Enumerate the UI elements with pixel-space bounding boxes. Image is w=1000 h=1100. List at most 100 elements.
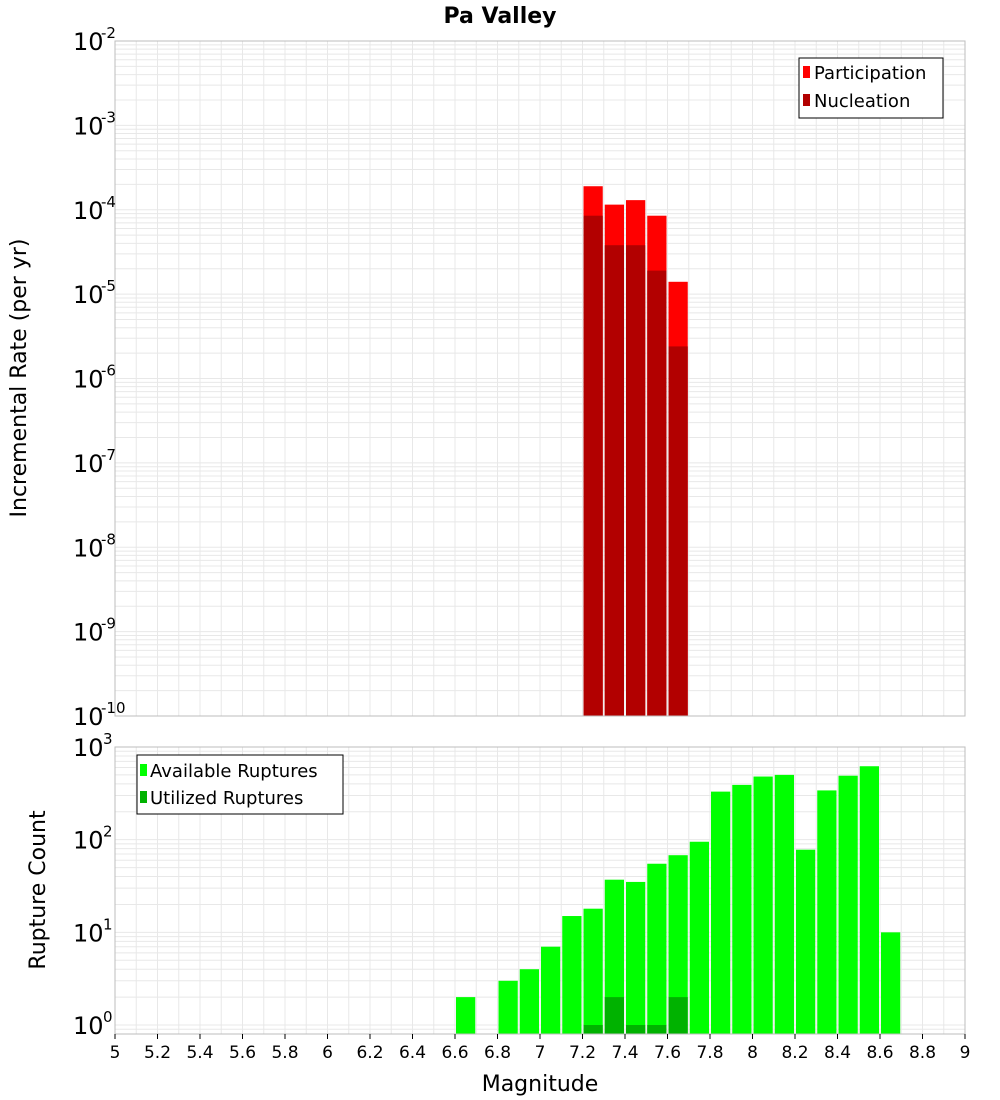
nucleation-bar bbox=[583, 215, 603, 717]
x-tick-label: 7 bbox=[535, 1043, 546, 1063]
bottom-y-tick-exponent: 1 bbox=[103, 915, 113, 933]
available-ruptures-bar bbox=[647, 863, 667, 1034]
available-ruptures-bar bbox=[774, 774, 794, 1034]
top-y-tick-base: 10 bbox=[73, 28, 104, 56]
bottom-y-tick-base: 10 bbox=[73, 734, 104, 762]
top-y-tick-labels: 10-210-310-410-510-610-710-810-910-10 bbox=[73, 24, 126, 731]
top-y-tick-base: 10 bbox=[73, 534, 104, 562]
x-tick-label: 8.6 bbox=[866, 1043, 893, 1063]
available-ruptures-bar bbox=[817, 790, 837, 1034]
x-tick-label: 7.6 bbox=[654, 1043, 681, 1063]
legend-swatch-nucleation bbox=[803, 94, 810, 106]
top-plot-frame bbox=[114, 40, 966, 717]
legend-swatch-participation bbox=[803, 66, 810, 78]
x-tick-label: 6.8 bbox=[484, 1043, 511, 1063]
bottom-legend: Available Ruptures Utilized Ruptures bbox=[136, 754, 344, 815]
available-ruptures-bar bbox=[796, 849, 816, 1034]
utilized-ruptures-bar bbox=[647, 1025, 667, 1034]
x-tick-label: 8 bbox=[747, 1043, 758, 1063]
x-tick-label: 8.4 bbox=[824, 1043, 851, 1063]
available-ruptures-bar bbox=[498, 980, 518, 1034]
nucleation-bar bbox=[647, 270, 667, 716]
top-legend: Participation Nucleation bbox=[798, 57, 944, 119]
legend-label-available: Available Ruptures bbox=[150, 761, 318, 782]
available-ruptures-bar bbox=[689, 841, 709, 1034]
top-y-tick-exponent: -7 bbox=[101, 446, 116, 464]
bottom-legend-box bbox=[136, 754, 344, 815]
available-ruptures-bar bbox=[859, 766, 879, 1034]
x-tick-labels: 5 5.2 5.4 5.6 5.8 6 6.2 6.4 6.6 6.8 7 7.2 7.4 7.6 7.8 8… bbox=[110, 1034, 971, 1063]
x-tick-label: 5 bbox=[110, 1043, 121, 1063]
available-ruptures-bar bbox=[668, 855, 688, 1034]
top-legend-box bbox=[798, 57, 944, 119]
x-tick-label: 5.4 bbox=[186, 1043, 213, 1063]
top-y-tick-exponent: -6 bbox=[101, 362, 116, 380]
x-tick-label: 6.2 bbox=[356, 1043, 383, 1063]
available-ruptures-bar bbox=[562, 916, 582, 1034]
x-tick-label: 7.4 bbox=[611, 1043, 638, 1063]
bottom-bars bbox=[456, 766, 901, 1034]
nucleation-bar bbox=[668, 346, 688, 716]
utilized-ruptures-bar bbox=[583, 1025, 603, 1034]
x-tick-label: 9 bbox=[960, 1043, 971, 1063]
legend-label-nucleation: Nucleation bbox=[814, 91, 910, 112]
top-y-tick-base: 10 bbox=[73, 281, 104, 309]
x-tick-label: 7.8 bbox=[696, 1043, 723, 1063]
top-y-axis-label: Incremental Rate (per yr) bbox=[7, 239, 32, 518]
x-tick-label: 6.6 bbox=[441, 1043, 468, 1063]
bottom-y-tick-exponent: 0 bbox=[103, 1008, 113, 1026]
legend-swatch-available bbox=[140, 764, 147, 776]
top-y-tick-base: 10 bbox=[73, 197, 104, 225]
utilized-ruptures-bar bbox=[626, 1025, 646, 1034]
top-y-tick-exponent: -5 bbox=[101, 277, 116, 295]
legend-swatch-utilized bbox=[140, 791, 147, 803]
top-y-tick-exponent: -3 bbox=[101, 108, 116, 126]
bottom-y-tick-exponent: 3 bbox=[103, 730, 113, 748]
available-ruptures-bar bbox=[732, 784, 752, 1034]
chart-title: Pa Valley bbox=[443, 4, 556, 29]
x-tick-label: 6.4 bbox=[399, 1043, 426, 1063]
x-tick-label: 5.2 bbox=[144, 1043, 171, 1063]
top-y-tick-exponent: -4 bbox=[101, 193, 116, 211]
top-y-tick-exponent: -8 bbox=[101, 530, 116, 548]
available-ruptures-bar bbox=[753, 776, 773, 1034]
top-panel: 10-210-310-410-510-610-710-810-910-10 In… bbox=[7, 24, 966, 731]
top-y-tick-exponent: -10 bbox=[101, 699, 126, 717]
nucleation-bar bbox=[626, 245, 646, 717]
utilized-ruptures-bar bbox=[604, 997, 624, 1034]
available-ruptures-bar bbox=[583, 908, 603, 1034]
available-ruptures-bar bbox=[838, 775, 858, 1034]
available-ruptures-bar bbox=[626, 881, 646, 1034]
x-tick-label: 8.8 bbox=[909, 1043, 936, 1063]
x-tick-label: 5.6 bbox=[229, 1043, 256, 1063]
top-y-tick-base: 10 bbox=[73, 703, 104, 731]
nucleation-bar bbox=[604, 245, 624, 717]
available-ruptures-bar bbox=[456, 997, 476, 1034]
available-ruptures-bar bbox=[604, 879, 624, 1034]
available-ruptures-bar bbox=[541, 946, 561, 1034]
bottom-y-axis-label: Rupture Count bbox=[26, 810, 51, 970]
top-y-tick-base: 10 bbox=[73, 112, 104, 140]
x-tick-label: 7.2 bbox=[569, 1043, 596, 1063]
top-bars bbox=[583, 186, 688, 717]
top-y-tick-base: 10 bbox=[73, 619, 104, 647]
bottom-y-tick-base: 10 bbox=[73, 1012, 104, 1040]
top-y-tick-exponent: -2 bbox=[101, 24, 116, 42]
x-tick-label: 6 bbox=[322, 1043, 333, 1063]
top-y-tick-base: 10 bbox=[73, 366, 104, 394]
legend-label-utilized: Utilized Ruptures bbox=[150, 788, 303, 809]
top-gridlines bbox=[114, 41, 966, 717]
x-axis-label: Magnitude bbox=[482, 1072, 599, 1097]
x-tick-label: 5.8 bbox=[271, 1043, 298, 1063]
available-ruptures-bar bbox=[711, 791, 731, 1034]
bottom-y-tick-exponent: 2 bbox=[103, 823, 113, 841]
bottom-y-tick-base: 10 bbox=[73, 827, 104, 855]
top-y-tick-base: 10 bbox=[73, 450, 104, 478]
available-ruptures-bar bbox=[881, 932, 901, 1034]
available-ruptures-bar bbox=[519, 969, 539, 1034]
top-y-tick-exponent: -9 bbox=[101, 615, 116, 633]
utilized-ruptures-bar bbox=[668, 997, 688, 1034]
